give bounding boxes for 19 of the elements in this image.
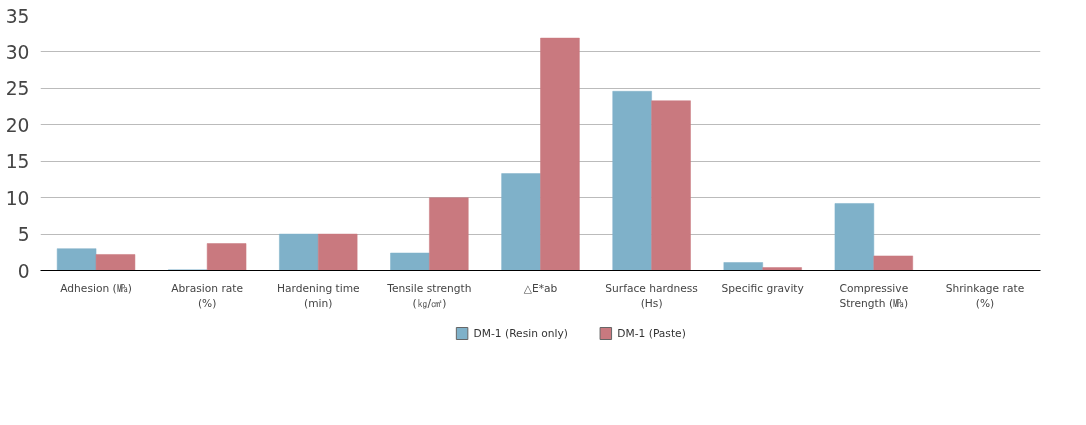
y-tick-label: 20	[5, 114, 30, 136]
y-tick-label: 0	[17, 260, 30, 282]
x-tick-label: Compressive Strength (㎫)	[839, 281, 909, 311]
x-tick-label: Adhesion (㎫)	[60, 281, 132, 295]
x-tick-label: Hardening time (min)	[276, 281, 360, 311]
x-tick-label: Shrinkage rate (%)	[945, 281, 1025, 311]
x-tick-label: Abrasion rate (%)	[171, 281, 244, 311]
x-tick-label: Specific gravity	[721, 281, 804, 295]
y-tick-label: 30	[5, 41, 30, 63]
x-tick-label: Surface hardness (Hs)	[605, 281, 699, 311]
y-tick-label: 15	[5, 151, 30, 173]
y-tick-label: 5	[17, 224, 30, 246]
x-tick-label: Tensile strength (㎏/㎠)	[386, 281, 472, 311]
y-tick-label: 10	[5, 187, 30, 209]
x-tick-label: △E*ab	[523, 281, 558, 295]
y-tick-label: 25	[5, 78, 30, 100]
legend-label: DM-1 (Paste)	[617, 327, 686, 340]
y-tick-label: 35	[5, 5, 30, 27]
legend-label: DM-1 (Resin only)	[473, 327, 568, 340]
